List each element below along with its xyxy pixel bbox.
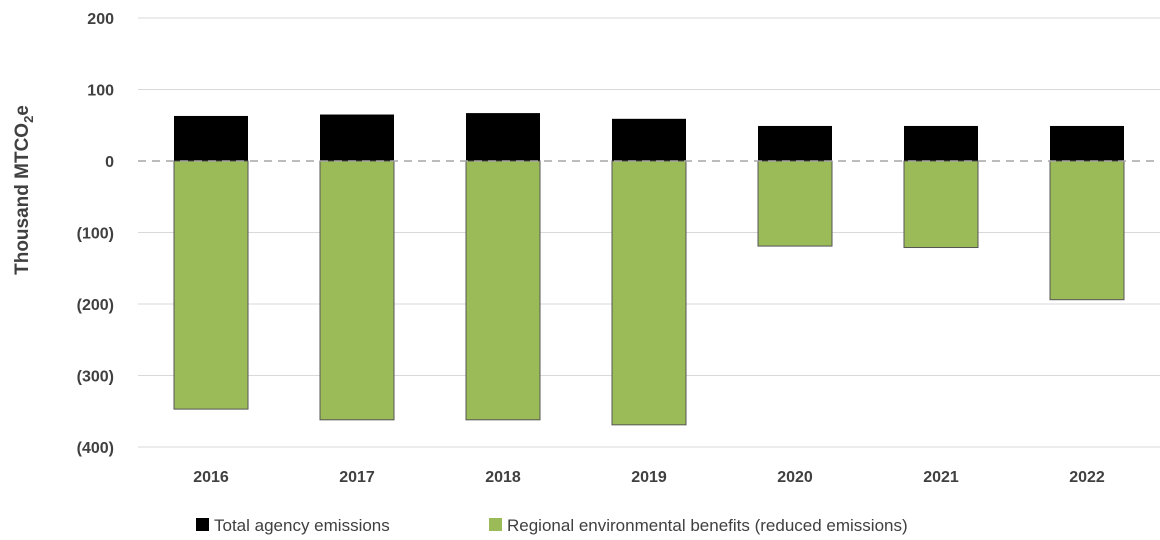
bar-agency-emissions-2018 bbox=[466, 113, 540, 161]
bar-environmental-benefits-2019 bbox=[611, 160, 687, 426]
y-tick-labels: 200 100 0 (100) (200) (300) (400) bbox=[77, 11, 114, 457]
y-tick-label: (100) bbox=[77, 226, 114, 243]
y-tick-label: (200) bbox=[77, 297, 114, 314]
x-tick-label: 2018 bbox=[485, 469, 521, 486]
bar-environmental-benefits-2022 bbox=[1049, 160, 1125, 301]
x-tick-labels: 2016 2017 2018 2019 2020 2021 2022 bbox=[193, 469, 1105, 486]
y-tick-label: 0 bbox=[105, 154, 114, 171]
x-tick-label: 2021 bbox=[923, 469, 959, 486]
bar-agency-emissions-2019 bbox=[612, 118, 686, 161]
x-tick-label: 2019 bbox=[631, 469, 667, 486]
y-axis-label-subscript: 2 bbox=[21, 116, 36, 123]
y-tick-label: 100 bbox=[87, 83, 114, 100]
x-tick-label: 2016 bbox=[193, 469, 229, 486]
y-tick-label: (400) bbox=[77, 440, 114, 457]
y-tick-label: 200 bbox=[87, 11, 114, 28]
bar-environmental-benefits-2020 bbox=[757, 160, 833, 247]
bar-environmental-benefits-2021 bbox=[903, 160, 979, 249]
legend-swatch bbox=[489, 518, 502, 531]
x-tick-label: 2020 bbox=[777, 469, 813, 486]
x-tick-label: 2022 bbox=[1069, 469, 1105, 486]
bar-environmental-benefits-2018 bbox=[465, 160, 541, 421]
y-axis-label: Thousand MTCO2e bbox=[12, 105, 36, 275]
legend-label: Regional environmental benefits (reduced… bbox=[507, 516, 908, 535]
x-tick-label: 2017 bbox=[339, 469, 375, 486]
legend: Total agency emissions Regional environme… bbox=[196, 516, 908, 535]
y-axis-label-tail: e bbox=[12, 105, 33, 116]
bar-agency-emissions-2017 bbox=[320, 114, 394, 161]
bar-agency-emissions-2020 bbox=[758, 125, 832, 161]
y-tick-label: (300) bbox=[77, 369, 114, 386]
bar-environmental-benefits-2017 bbox=[319, 160, 395, 421]
bar-agency-emissions-2021 bbox=[904, 125, 978, 161]
bar-agency-emissions-2016 bbox=[174, 115, 248, 161]
legend-label: Total agency emissions bbox=[214, 516, 390, 535]
legend-swatch bbox=[196, 518, 209, 531]
bar-agency-emissions-2022 bbox=[1050, 125, 1124, 161]
bars bbox=[173, 113, 1125, 426]
y-axis-label-main: Thousand MTCO bbox=[12, 123, 33, 275]
bar-environmental-benefits-2016 bbox=[173, 160, 249, 410]
